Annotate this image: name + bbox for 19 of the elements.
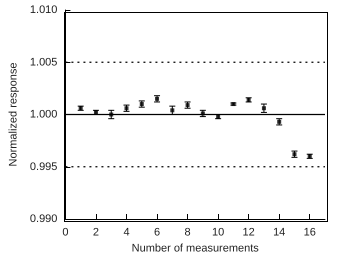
point xyxy=(170,108,174,112)
x-axis-title: Number of measurements xyxy=(132,242,260,254)
y-tick-label: 0.990 xyxy=(30,213,58,225)
x-tick-label: 4 xyxy=(123,226,130,238)
x-tick-label: 10 xyxy=(212,226,224,238)
point xyxy=(109,112,114,116)
point xyxy=(262,106,266,110)
y-tick-label: 1.010 xyxy=(30,4,58,16)
x-tick-label: 2 xyxy=(92,226,100,238)
y-tick-label: 0.995 xyxy=(30,160,58,173)
y-axis-title: Normalized response xyxy=(8,62,20,166)
x-tick-label: 16 xyxy=(304,226,316,238)
x-tick-label: 6 xyxy=(154,226,160,238)
x-tick-label: 0 xyxy=(62,226,68,238)
x-tick-label: 12 xyxy=(242,226,255,238)
y-tick-label: 1.005 xyxy=(30,56,58,68)
x-tick-label: 14 xyxy=(273,226,286,238)
x-tick-label: 8 xyxy=(184,226,191,238)
y-tick-label: 1.000 xyxy=(30,108,58,120)
